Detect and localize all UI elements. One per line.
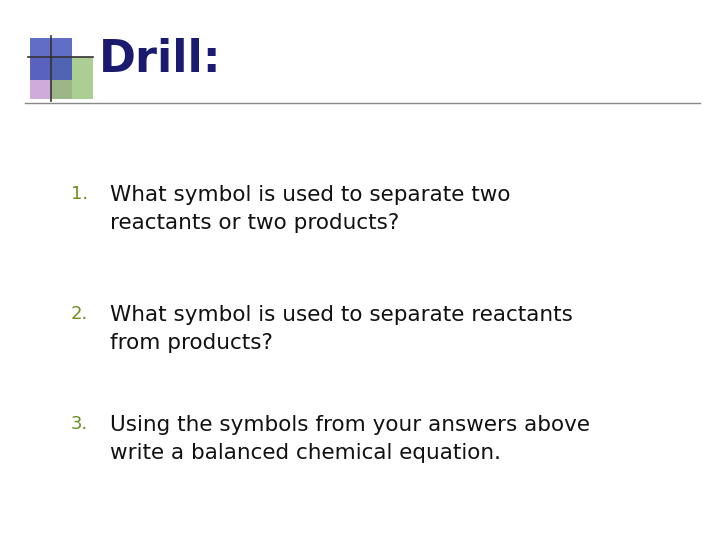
Text: Drill:: Drill: <box>99 37 222 80</box>
Text: 3.: 3. <box>71 415 88 433</box>
Text: 2.: 2. <box>71 305 88 323</box>
Bar <box>30 38 72 80</box>
Text: 1.: 1. <box>71 185 88 203</box>
Text: Using the symbols from your answers above
write a balanced chemical equation.: Using the symbols from your answers abov… <box>110 415 590 463</box>
Bar <box>30 57 72 99</box>
Text: What symbol is used to separate reactants
from products?: What symbol is used to separate reactant… <box>110 305 573 353</box>
Text: What symbol is used to separate two
reactants or two products?: What symbol is used to separate two reac… <box>110 185 510 233</box>
Bar <box>51 57 93 99</box>
